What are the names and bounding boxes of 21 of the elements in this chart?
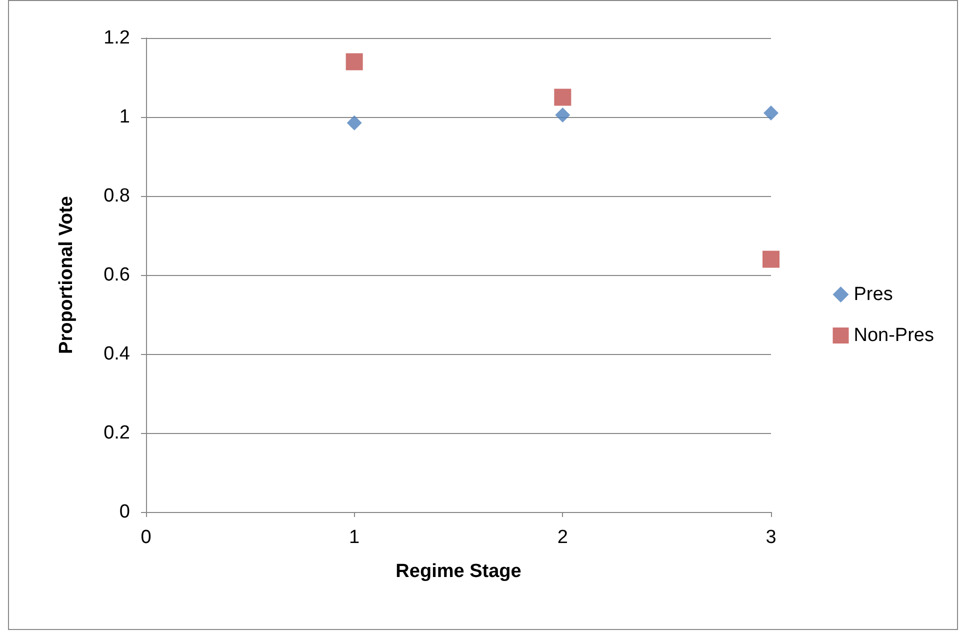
point (555, 108, 570, 123)
y-tick-label: 1.2 (104, 28, 130, 48)
y-tick-label: 0.4 (104, 344, 130, 364)
legend-label: Pres (854, 284, 893, 305)
legend-label: Non-Pres (854, 325, 934, 346)
x-tick-label: 1 (349, 527, 360, 548)
x-axis-title: Regime Stage (396, 561, 522, 582)
y-tick-label: 0.6 (104, 264, 130, 286)
point (554, 88, 572, 106)
point (764, 106, 778, 121)
y-tick-label: 0.2 (104, 422, 130, 444)
point (346, 53, 363, 70)
y-axis-title: Proportional Vote (56, 196, 77, 354)
x-tick-label: 3 (766, 527, 776, 548)
point (762, 250, 780, 268)
x-tick-label: 2 (557, 527, 568, 548)
x-tick-label: 0 (140, 527, 152, 548)
y-tick-label: 0.8 (104, 186, 130, 206)
point (346, 115, 362, 130)
y-tick-label: 1 (119, 106, 130, 128)
y-tick-label: 0 (119, 502, 130, 522)
